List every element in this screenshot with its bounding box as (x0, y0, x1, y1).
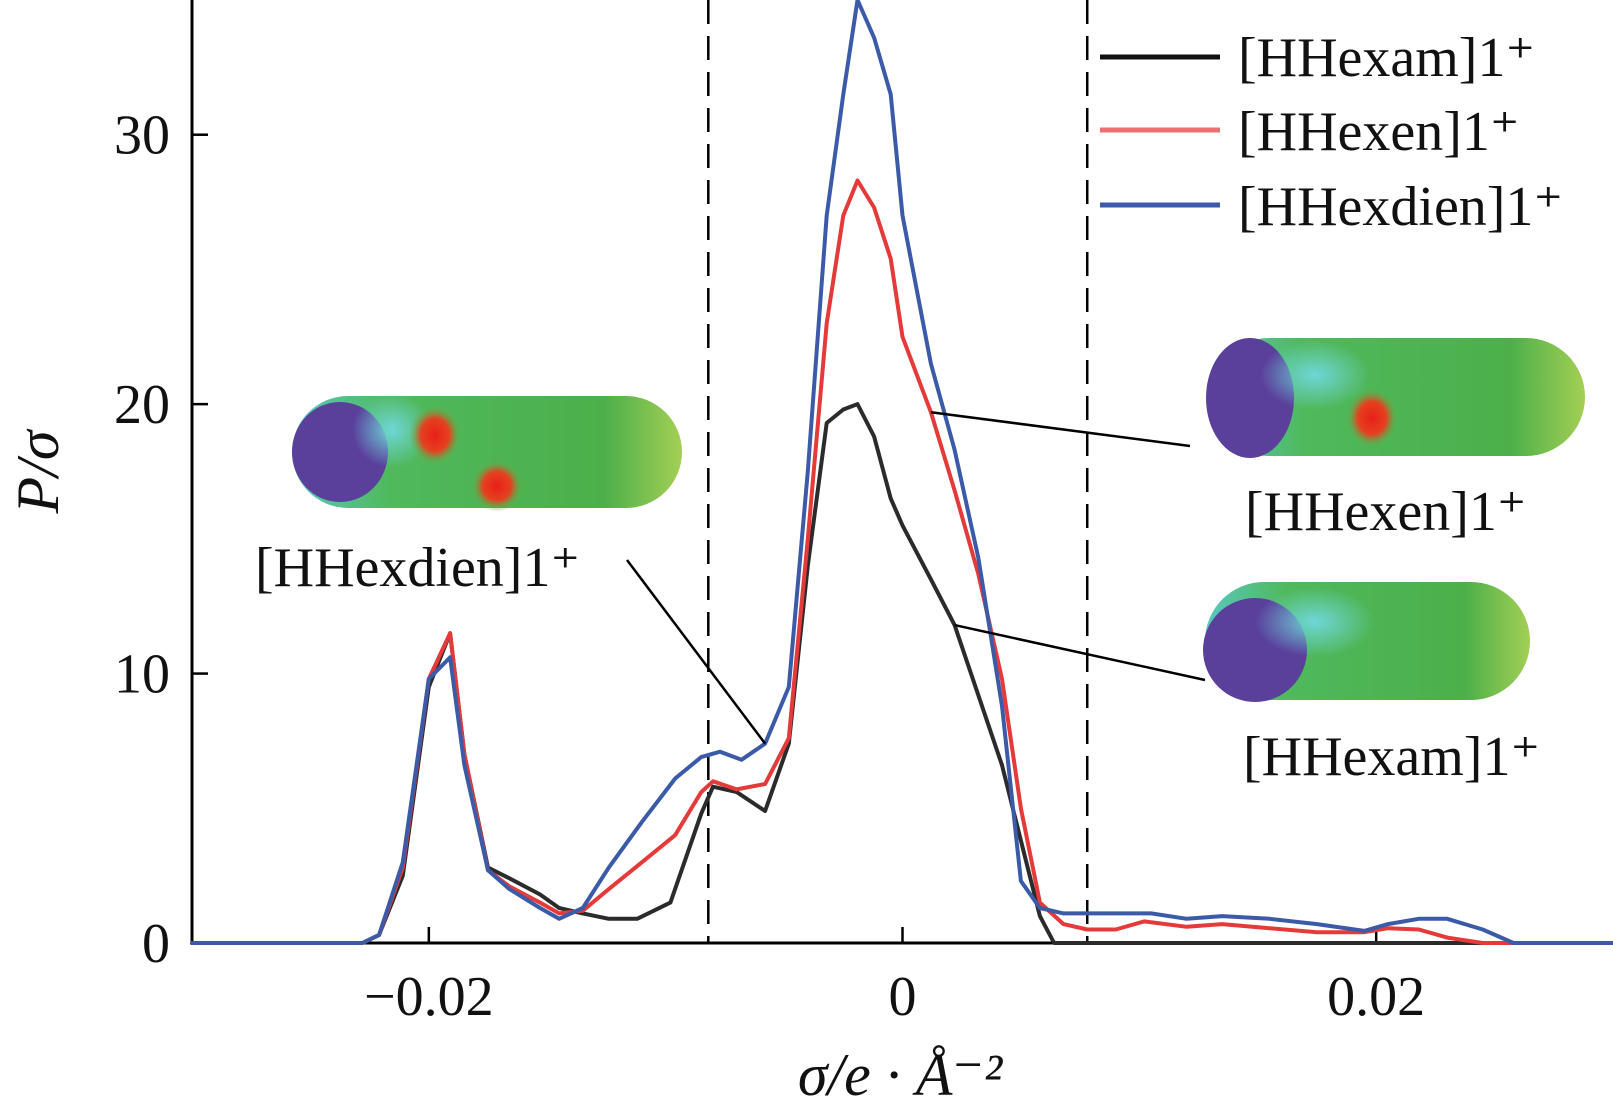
y-tick-label: 0 (142, 913, 170, 975)
legend-label-hhexam: [HHexam]1⁺ (1238, 27, 1535, 89)
legend: [HHexam]1⁺ [HHexen]1⁺ [HHexdien]1⁺ (1100, 27, 1563, 238)
reference-lines (707, 0, 1089, 943)
legend-label-hhexdien: [HHexdien]1⁺ (1238, 176, 1563, 238)
annotation-hhexam: [HHexam]1⁺ (1243, 726, 1540, 788)
axis-ticks: −0.02 0 0.02 0 10 20 30 (114, 105, 1425, 1028)
x-axis-label: σ/e · Å⁻² (798, 1042, 1003, 1108)
x-tick-label: 0 (889, 966, 917, 1028)
molecule-image-hhexen (1206, 338, 1585, 458)
y-tick-label: 20 (114, 374, 170, 436)
legend-label-hhexen: [HHexen]1⁺ (1238, 101, 1519, 163)
annotation-hhexen: [HHexen]1⁺ (1245, 481, 1526, 543)
series-lines (190, 0, 1613, 945)
annotation-leader-line (626, 559, 767, 745)
y-axis-label: P/σ (5, 428, 71, 514)
y-tick-label: 30 (114, 105, 170, 167)
molecule-image-hhexdien (292, 392, 682, 512)
molecule-image-hhexam (1203, 582, 1530, 702)
annotation-leader-line (930, 410, 1191, 448)
annotation-leaders (626, 410, 1206, 745)
x-tick-label: 0.02 (1327, 966, 1425, 1028)
x-tick-label: −0.02 (364, 966, 494, 1028)
y-tick-label: 10 (114, 644, 170, 706)
annotation-leader-line (954, 623, 1206, 682)
series-line (190, 0, 1613, 945)
annotation-hhexdien: [HHexdien]1⁺ (255, 537, 580, 599)
